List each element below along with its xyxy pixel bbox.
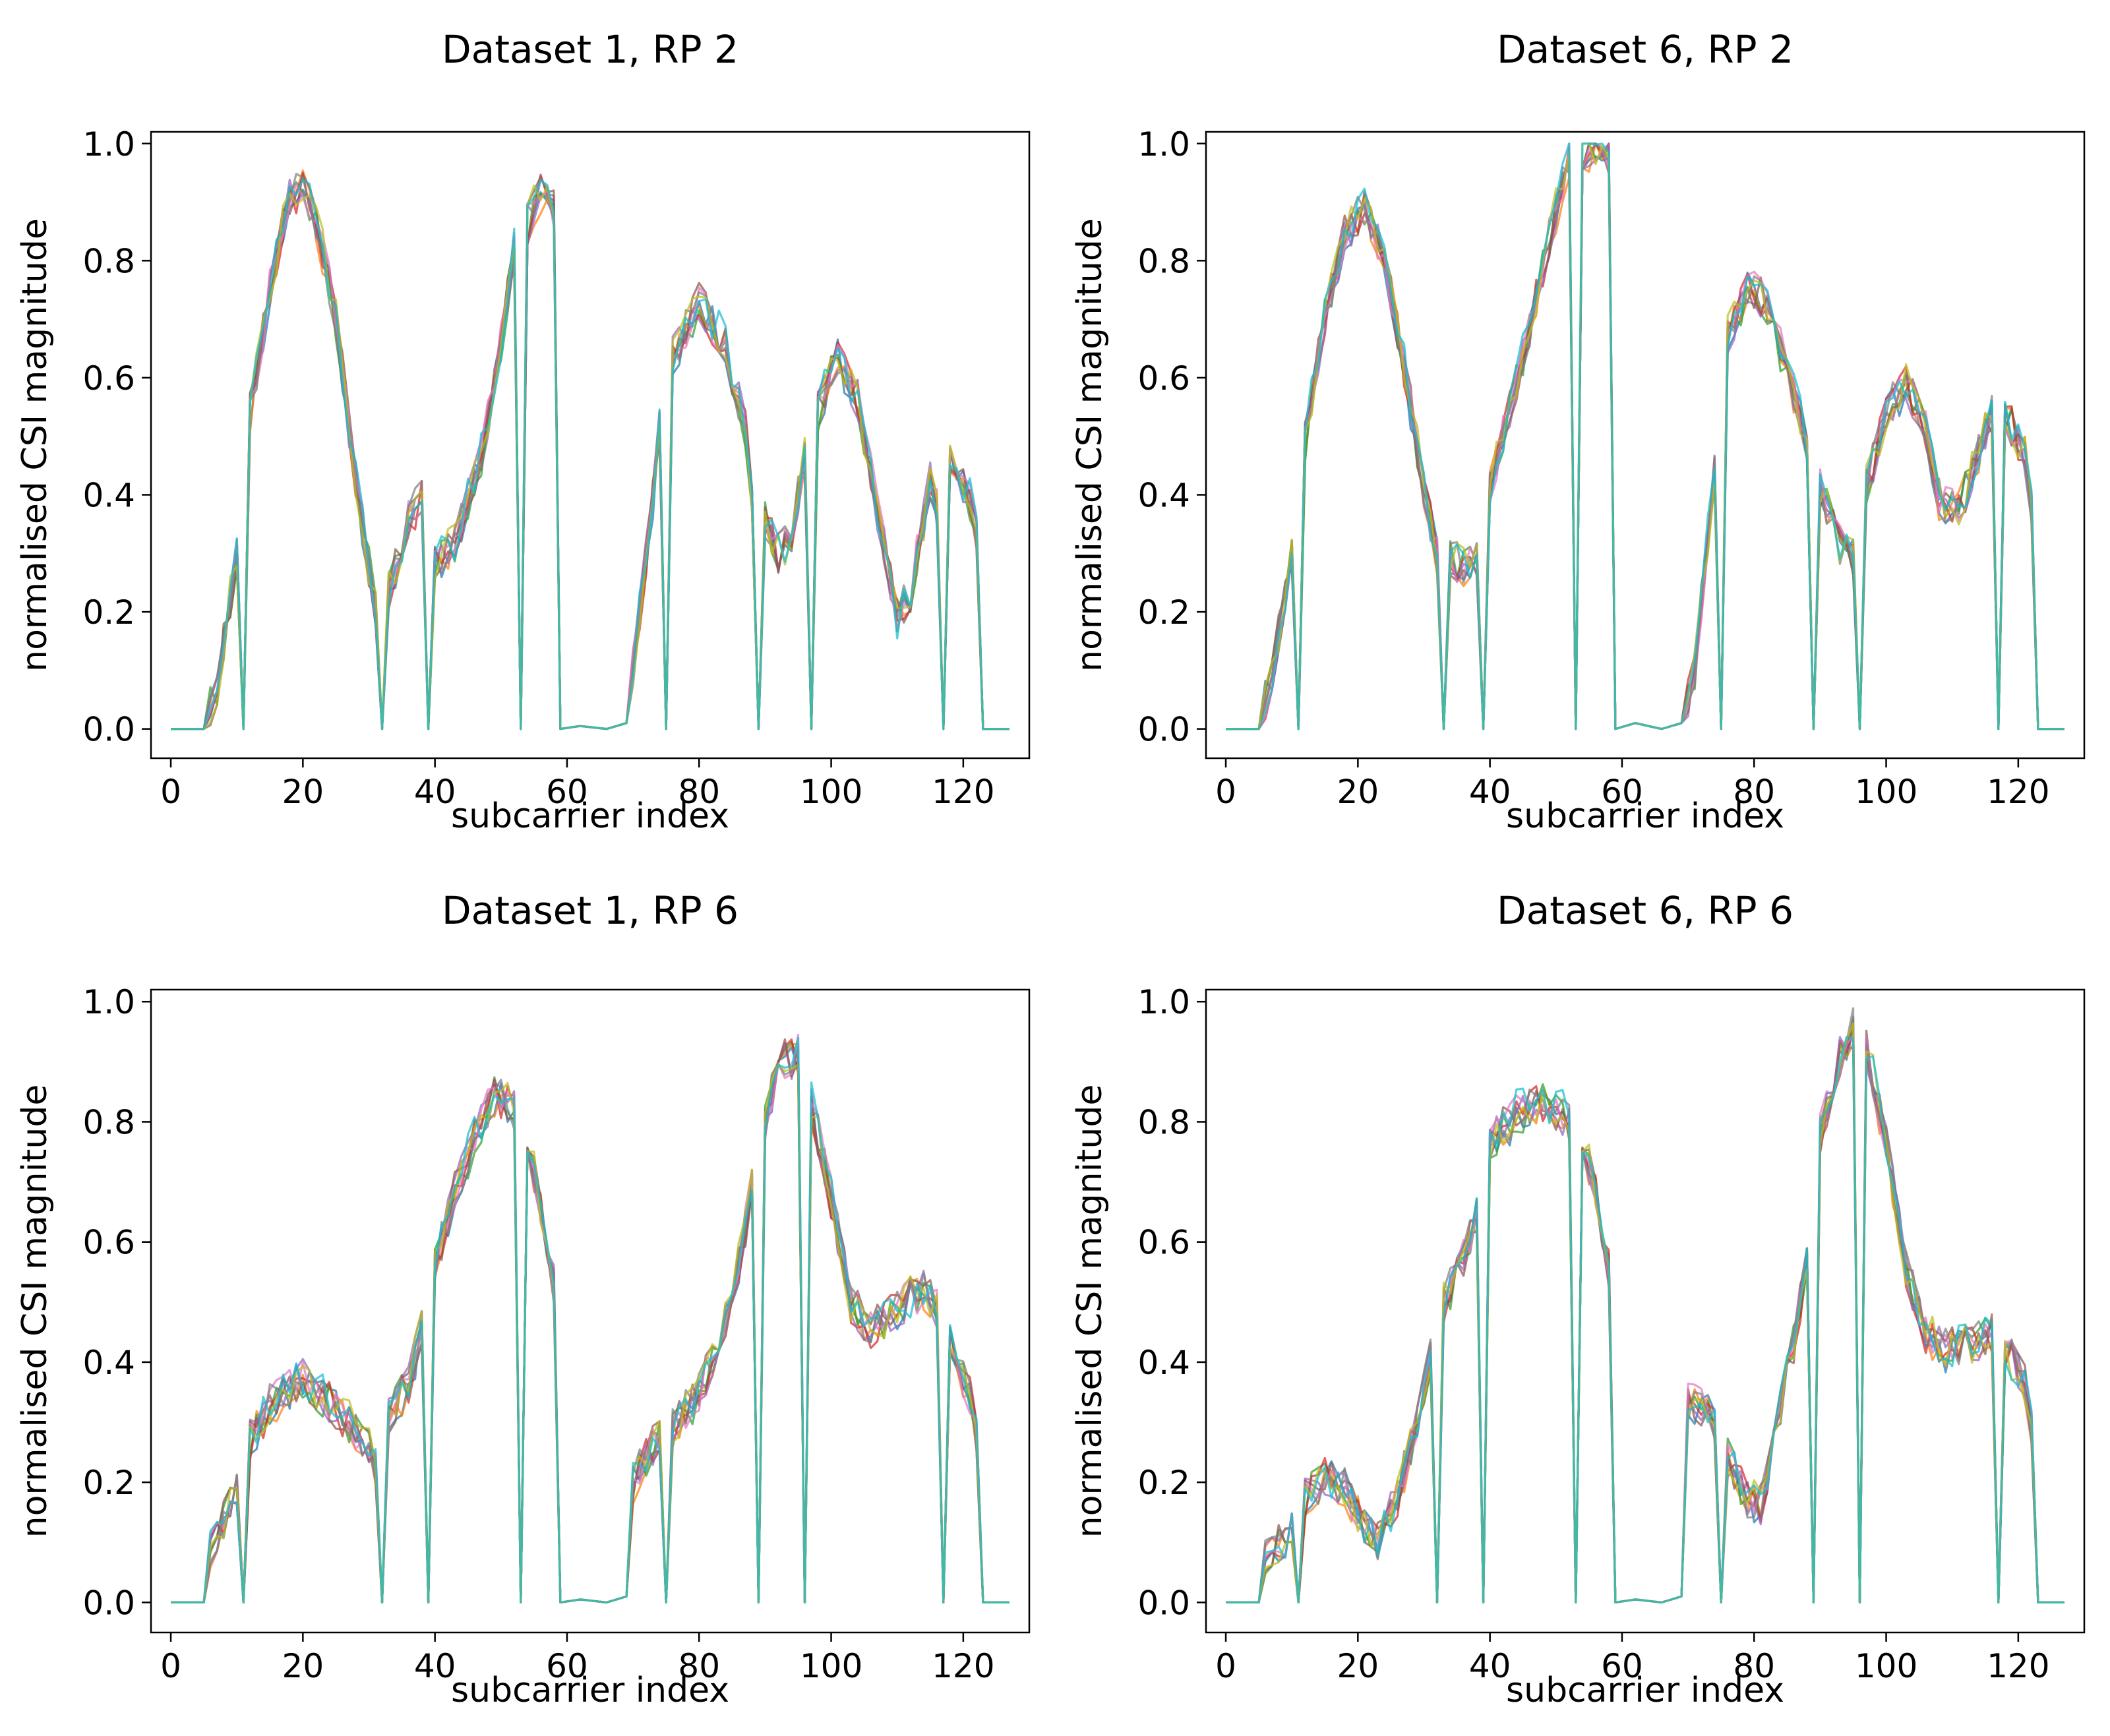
x-tick-label: 80 [678, 773, 720, 811]
series-line [171, 184, 1010, 731]
x-tick-label: 120 [932, 773, 994, 811]
series-line [171, 1063, 1010, 1603]
y-tick-label: 0.4 [82, 1344, 135, 1382]
y-tick-label: 0.0 [82, 1584, 135, 1622]
chart-panel-2: Dataset 6, RP 2 0 20 40 60 80 100 120 0.0 0.2 0.4 0… [1070, 27, 2086, 836]
series-line [1226, 142, 2065, 731]
y-tick-label: 1.0 [82, 983, 135, 1021]
y-tick-label: 0.2 [1137, 593, 1190, 632]
series-line [171, 181, 1010, 731]
x-tick-label: 40 [414, 1647, 456, 1685]
y-tick-label: 0.6 [82, 359, 135, 398]
y-tick-label: 0.6 [1137, 359, 1190, 398]
x-tick-label: 60 [1601, 773, 1643, 811]
y-tick-label: 0.4 [1137, 1344, 1190, 1382]
y-tick-label: 0.4 [1137, 476, 1190, 514]
series-group [171, 1033, 1010, 1603]
series-line [171, 189, 1010, 731]
chart-panel-4: Dataset 6, RP 6 0 20 40 60 80 100 120 0.0 0.2 0.4 0… [1070, 888, 2086, 1710]
x-tick-label: 80 [1733, 773, 1775, 811]
y-tick-label: 0.4 [82, 476, 135, 514]
x-tick-label: 20 [1337, 1647, 1379, 1685]
series-line [171, 1038, 1010, 1603]
x-tick-label: 80 [678, 1647, 720, 1685]
series-line [171, 178, 1010, 731]
chart-title: Dataset 1, RP 6 [442, 888, 738, 933]
x-axis-label: subcarrier index [1506, 1671, 1784, 1710]
y-tick-label: 1.0 [1137, 125, 1190, 164]
series-line [171, 171, 1010, 731]
chart-title: Dataset 6, RP 2 [1497, 27, 1794, 72]
series-line [171, 173, 1010, 731]
x-tick-label: 0 [1215, 773, 1236, 811]
x-tick-label: 40 [1469, 1647, 1511, 1685]
x-tick-label: 100 [800, 1647, 862, 1685]
x-tick-label: 60 [1601, 1647, 1643, 1685]
y-tick-label: 0.0 [82, 711, 135, 749]
x-tick-label: 20 [282, 1647, 324, 1685]
series-line [171, 1033, 1010, 1603]
series-line [171, 173, 1010, 731]
x-tick-label: 40 [414, 773, 456, 811]
y-tick-label: 0.8 [1137, 1103, 1190, 1141]
y-tick-label: 0.0 [1137, 711, 1190, 749]
series-line [171, 1036, 1010, 1603]
y-tick-label: 0.8 [82, 242, 135, 280]
y-tick-label: 0.2 [82, 593, 135, 632]
y-tick-label: 0.8 [82, 1103, 135, 1141]
series-line [1226, 1034, 2065, 1603]
x-tick-label: 100 [1855, 773, 1917, 811]
y-tick-label: 0.8 [1137, 242, 1190, 280]
x-tick-label: 20 [282, 773, 324, 811]
series-group [1226, 142, 2065, 731]
chart-panel-3: Dataset 1, RP 6 0 20 40 60 80 100 120 0.0 0.2 0.4 0… [15, 888, 1031, 1710]
x-tick-label: 0 [160, 1647, 181, 1685]
x-tick-label: 0 [1215, 1647, 1236, 1685]
y-axis-label: normalised CSI magnitude [1070, 218, 1110, 672]
y-tick-label: 0.6 [82, 1224, 135, 1262]
series-line [171, 179, 1010, 731]
x-tick-label: 100 [1855, 1647, 1917, 1685]
x-tick-label: 60 [546, 1647, 588, 1685]
y-tick-label: 0.2 [82, 1464, 135, 1502]
series-line [1226, 1036, 2065, 1603]
x-tick-label: 40 [1469, 773, 1511, 811]
y-axis-label: normalised CSI magnitude [15, 1085, 55, 1538]
x-axis-label: subcarrier index [451, 796, 729, 836]
series-line [171, 169, 1010, 731]
series-line [171, 183, 1010, 731]
y-tick-label: 0.0 [1137, 1584, 1190, 1622]
plot-frame [150, 131, 1031, 760]
series-line [171, 1048, 1010, 1603]
plot-frame [150, 988, 1031, 1634]
x-tick-label: 60 [546, 773, 588, 811]
x-tick-label: 0 [160, 773, 181, 811]
chart-title: Dataset 1, RP 2 [442, 27, 738, 72]
chart-panel-1: Dataset 1, RP 2 0 20 40 60 80 100 120 0.0 0.2 0.4 0… [15, 27, 1031, 836]
y-tick-label: 1.0 [82, 125, 135, 164]
x-axis-label: subcarrier index [451, 1671, 729, 1710]
x-tick-label: 80 [1733, 1647, 1775, 1685]
series-line [171, 1038, 1010, 1603]
y-axis-label: normalised CSI magnitude [15, 218, 55, 672]
plot-frame [1205, 988, 2086, 1634]
series-group [1226, 1007, 2065, 1603]
y-tick-label: 1.0 [1137, 983, 1190, 1021]
y-axis-label: normalised CSI magnitude [1070, 1085, 1110, 1538]
series-group [171, 169, 1010, 731]
chart-title: Dataset 6, RP 6 [1497, 888, 1794, 933]
x-tick-label: 120 [1987, 773, 2049, 811]
y-tick-label: 0.6 [1137, 1224, 1190, 1262]
x-tick-label: 20 [1337, 773, 1379, 811]
y-tick-label: 0.2 [1137, 1464, 1190, 1502]
x-axis-label: subcarrier index [1506, 796, 1784, 836]
x-tick-label: 120 [1987, 1647, 2049, 1685]
x-tick-label: 120 [932, 1647, 994, 1685]
x-tick-label: 100 [800, 773, 862, 811]
plot-frame [1205, 131, 2086, 760]
